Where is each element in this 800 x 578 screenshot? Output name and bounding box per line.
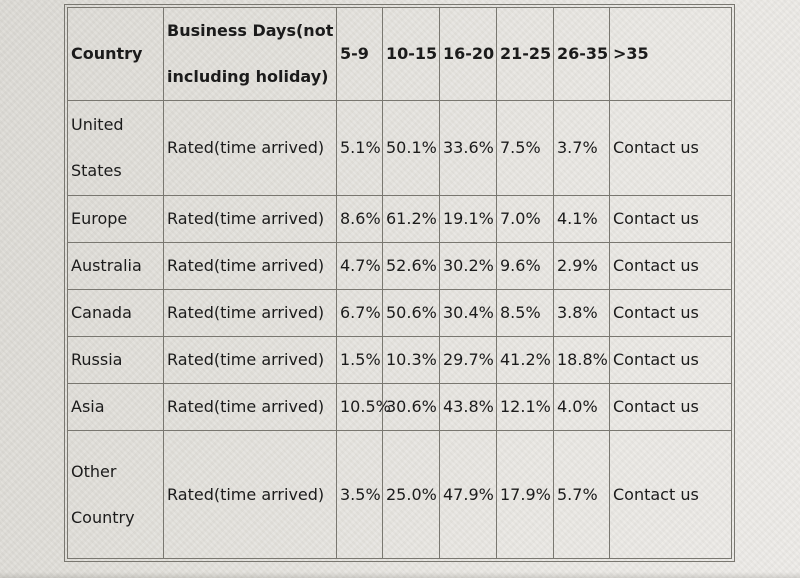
pct-cell-21-25: 9.6% <box>496 242 554 290</box>
country-cell: Asia <box>67 383 164 431</box>
table-row-canada: Canada Rated(time arrived) 6.7% 50.6% 30… <box>67 289 732 337</box>
country-cell: Australia <box>67 242 164 290</box>
pct-cell-21-25: 12.1% <box>496 383 554 431</box>
header-cell-business-days: Business Days(not including holiday) <box>163 7 337 101</box>
pct-cell-16-20: 19.1% <box>439 195 497 243</box>
header-cell-21-25: 21-25 <box>496 7 554 101</box>
header-cell-over-35: >35 <box>609 7 732 101</box>
pct-cell-16-20: 47.9% <box>439 430 497 559</box>
contact-us-cell: Contact us <box>609 242 732 290</box>
header-cell-country: Country <box>67 7 164 101</box>
pct-cell-26-35: 4.1% <box>553 195 610 243</box>
page-bottom-shadow <box>0 572 800 578</box>
table-row-australia: Australia Rated(time arrived) 4.7% 52.6%… <box>67 242 732 290</box>
pct-cell-26-35: 3.7% <box>553 100 610 196</box>
pct-cell-5-9: 8.6% <box>336 195 383 243</box>
table-row-other-country: Other Country Rated(time arrived) 3.5% 2… <box>67 430 732 559</box>
pct-cell-10-15: 61.2% <box>382 195 440 243</box>
header-cell-16-20: 16-20 <box>439 7 497 101</box>
shipping-time-table-frame: Country Business Days(not including holi… <box>64 4 735 562</box>
pct-cell-10-15: 50.1% <box>382 100 440 196</box>
pct-cell-16-20: 30.4% <box>439 289 497 337</box>
pct-cell-5-9: 5.1% <box>336 100 383 196</box>
header-cell-10-15: 10-15 <box>382 7 440 101</box>
contact-us-cell: Contact us <box>609 195 732 243</box>
contact-us-cell: Contact us <box>609 430 732 559</box>
pct-cell-21-25: 41.2% <box>496 336 554 384</box>
pct-cell-5-9: 10.5% <box>336 383 391 431</box>
pct-cell-10-15: 10.3% <box>382 336 440 384</box>
pct-cell-5-9: 1.5% <box>336 336 383 384</box>
pct-cell-26-35: 5.7% <box>553 430 610 559</box>
country-cell: Russia <box>67 336 164 384</box>
table-row-asia: Asia Rated(time arrived) 10.5% 30.6% 43.… <box>67 383 732 431</box>
contact-us-cell: Contact us <box>609 289 732 337</box>
metric-label-cell: Rated(time arrived) <box>163 100 337 196</box>
table-row-europe: Europe Rated(time arrived) 8.6% 61.2% 19… <box>67 195 732 243</box>
pct-cell-21-25: 8.5% <box>496 289 554 337</box>
table-row-russia: Russia Rated(time arrived) 1.5% 10.3% 29… <box>67 336 732 384</box>
table-header-row: Country Business Days(not including holi… <box>67 7 732 101</box>
metric-label-cell: Rated(time arrived) <box>163 289 337 337</box>
pct-cell-16-20: 33.6% <box>439 100 497 196</box>
pct-cell-21-25: 17.9% <box>496 430 554 559</box>
metric-label-cell: Rated(time arrived) <box>163 383 337 431</box>
pct-cell-21-25: 7.5% <box>496 100 554 196</box>
country-cell: Europe <box>67 195 164 243</box>
country-cell: United States <box>67 100 164 196</box>
pct-cell-21-25: 7.0% <box>496 195 554 243</box>
metric-label-cell: Rated(time arrived) <box>163 336 337 384</box>
header-cell-5-9: 5-9 <box>336 7 383 101</box>
shipping-time-table: Country Business Days(not including holi… <box>67 7 732 559</box>
metric-label-cell: Rated(time arrived) <box>163 195 337 243</box>
pct-cell-16-20: 30.2% <box>439 242 497 290</box>
pct-cell-26-35: 18.8% <box>553 336 610 384</box>
metric-label-cell: Rated(time arrived) <box>163 242 337 290</box>
pct-cell-10-15: 50.6% <box>382 289 440 337</box>
pct-cell-16-20: 43.8% <box>439 383 497 431</box>
pct-cell-26-35: 2.9% <box>553 242 610 290</box>
contact-us-cell: Contact us <box>609 336 732 384</box>
pct-cell-26-35: 4.0% <box>553 383 610 431</box>
metric-label-cell: Rated(time arrived) <box>163 430 337 559</box>
pct-cell-5-9: 3.5% <box>336 430 383 559</box>
pct-cell-26-35: 3.8% <box>553 289 610 337</box>
table-row-united-states: United States Rated(time arrived) 5.1% 5… <box>67 100 732 196</box>
pct-cell-5-9: 4.7% <box>336 242 383 290</box>
country-cell: Canada <box>67 289 164 337</box>
contact-us-cell: Contact us <box>609 100 732 196</box>
pct-cell-10-15: 52.6% <box>382 242 440 290</box>
pct-cell-10-15: 30.6% <box>382 383 440 431</box>
contact-us-cell: Contact us <box>609 383 732 431</box>
pct-cell-5-9: 6.7% <box>336 289 383 337</box>
header-cell-26-35: 26-35 <box>553 7 610 101</box>
pct-cell-10-15: 25.0% <box>382 430 440 559</box>
country-cell: Other Country <box>67 430 164 559</box>
pct-cell-16-20: 29.7% <box>439 336 497 384</box>
